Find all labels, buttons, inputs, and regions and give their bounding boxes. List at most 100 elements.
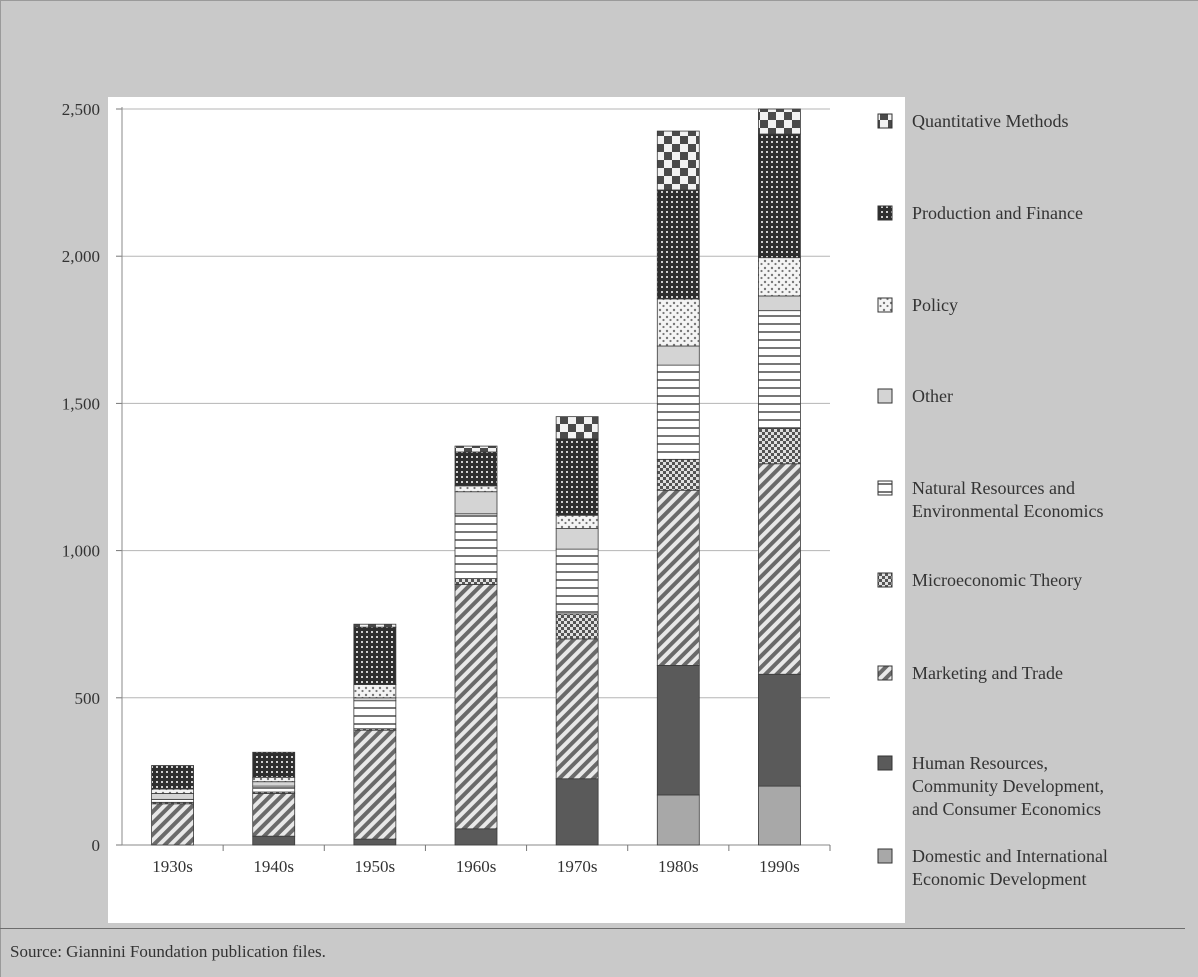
bar-segment <box>454 513 498 579</box>
bar-segment <box>454 451 498 487</box>
bar-segment <box>758 463 801 675</box>
legend-swatch <box>877 113 893 129</box>
bar-segment <box>656 364 700 460</box>
source-note: Source: Giannini Foundation publication … <box>10 942 326 961</box>
legend-label-line: Environmental Economics <box>912 501 1103 521</box>
bar-segment <box>555 613 599 640</box>
legend-label-line: Community Development, <box>912 776 1104 796</box>
legend-label: Policy <box>912 295 958 315</box>
legend-swatch <box>877 848 893 864</box>
bar-segment <box>151 798 194 803</box>
legend-label-line: Quantitative Methods <box>912 111 1068 131</box>
bar-segment <box>656 130 700 191</box>
bar-segment <box>758 310 801 429</box>
y-tick-labels: 0 500 1,000 1,500 2,000 2,500 <box>62 100 100 855</box>
legend: Quantitative Methods Production and Finan… <box>877 111 1108 889</box>
bar-segment <box>151 765 194 790</box>
y-tick-label: 500 <box>75 689 101 708</box>
bar-segment <box>758 785 801 846</box>
bar-segment <box>252 776 296 783</box>
bar-segment <box>151 788 194 794</box>
bar-segment <box>656 298 700 347</box>
bar-segment <box>252 751 296 778</box>
bar-segment <box>353 838 397 846</box>
legend-label-line: Production and Finance <box>912 203 1083 223</box>
legend-label: Quantitative Methods <box>912 111 1068 131</box>
legend-swatch <box>877 297 893 313</box>
legend-label: Marketing and Trade <box>912 663 1063 683</box>
bar-segment <box>758 108 801 135</box>
bar-segment <box>454 491 498 515</box>
bar-segment <box>656 458 700 491</box>
bar-segment <box>656 489 700 666</box>
legend-swatch <box>877 755 893 771</box>
bar-segment <box>656 189 700 300</box>
bar-segment <box>151 803 194 846</box>
bar-segment <box>252 835 296 846</box>
bar-segment <box>758 428 801 465</box>
legend-label-line: Domestic and International <box>912 846 1108 866</box>
x-tick-label: 1930s <box>152 857 193 876</box>
legend-label-line: Other <box>912 386 953 406</box>
legend-swatch <box>877 205 893 221</box>
bar-segment <box>758 257 801 297</box>
caption-divider <box>0 928 1185 929</box>
bar-segment <box>353 700 397 730</box>
bar-segment <box>454 445 498 453</box>
bar-segment <box>353 729 397 840</box>
bar-segment <box>555 638 599 780</box>
bars <box>151 108 801 846</box>
bar-segment <box>555 416 599 440</box>
bar-segment <box>555 778 599 846</box>
legend-label-line: and Consumer Economics <box>912 799 1101 819</box>
legend-label-line: Natural Resources and <box>912 478 1075 498</box>
legend-swatch <box>877 665 893 681</box>
bar-segment <box>555 528 599 550</box>
y-tick-label: 1,500 <box>62 394 100 413</box>
bar-segment <box>353 623 397 628</box>
legend-swatch <box>877 480 893 496</box>
legend-label: Natural Resources and Environmental Econo… <box>912 478 1103 521</box>
bar-segment <box>252 781 296 787</box>
y-tick-label: 2,000 <box>62 247 100 266</box>
bar-segment <box>758 295 801 312</box>
bar-segment <box>353 684 397 699</box>
bar-segment <box>656 345 700 366</box>
bar-segment <box>454 584 498 830</box>
x-tick-label: 1990s <box>759 857 800 876</box>
bar-segment <box>151 793 194 800</box>
bar-segment <box>758 133 801 259</box>
legend-label: Production and Finance <box>912 203 1083 223</box>
legend-label-line: Policy <box>912 295 958 315</box>
bar-segment <box>252 785 296 793</box>
bar-segment <box>758 673 801 787</box>
legend-label-line: Economic Development <box>912 869 1086 889</box>
legend-label: Human Resources, Community Development, an… <box>912 753 1104 819</box>
bar-segment <box>656 665 700 796</box>
legend-swatch <box>877 388 893 404</box>
legend-label-line: Human Resources, <box>912 753 1048 773</box>
y-tick-label: 2,500 <box>62 100 100 119</box>
bar-segment <box>555 548 599 615</box>
bar-segment <box>656 794 700 846</box>
x-tick-label: 1980s <box>658 857 699 876</box>
legend-label: Microeconomic Theory <box>912 570 1082 590</box>
legend-swatch <box>877 572 893 588</box>
x-tick-label: 1970s <box>557 857 598 876</box>
bar-segment <box>454 578 498 585</box>
bar-segment <box>555 514 599 529</box>
bar-segment <box>252 793 296 837</box>
x-tick-labels: 1930s 1940s 1950s 1960s 1970s 1980s 1990s <box>152 857 799 876</box>
y-tick-label: 0 <box>92 836 101 855</box>
bar-segment <box>555 438 599 516</box>
bar-segment <box>454 828 498 846</box>
legend-label-line: Marketing and Trade <box>912 663 1063 683</box>
x-tick-label: 1950s <box>355 857 396 876</box>
x-tick-label: 1960s <box>456 857 497 876</box>
legend-label: Domestic and International Economic Devel… <box>912 846 1108 889</box>
x-tick-label: 1940s <box>253 857 294 876</box>
legend-label-line: Microeconomic Theory <box>912 570 1082 590</box>
legend-label: Other <box>912 386 953 406</box>
bar-segment <box>353 626 397 685</box>
